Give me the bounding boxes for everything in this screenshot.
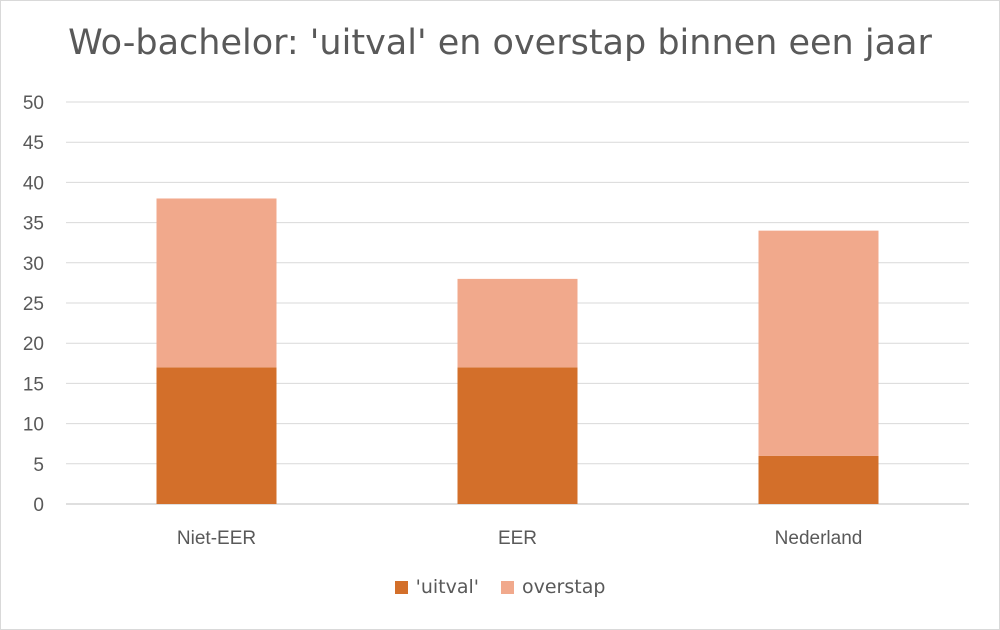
legend-swatch-uitval bbox=[394, 580, 408, 594]
legend-item-overstap: overstap bbox=[500, 576, 606, 598]
y-tick-label: 25 bbox=[23, 294, 44, 315]
y-tick-label: 45 bbox=[23, 133, 44, 154]
chart-title: Wo-bachelor: 'uitval' en overstap binnen… bbox=[68, 23, 932, 63]
y-tick-label: 0 bbox=[33, 495, 44, 516]
chart-legend: 'uitval' overstap bbox=[1, 576, 999, 598]
legend-item-uitval: 'uitval' bbox=[394, 576, 479, 598]
legend-label-overstap: overstap bbox=[521, 576, 606, 598]
bar-uitval bbox=[758, 455, 879, 504]
y-tick-label: 35 bbox=[23, 214, 44, 235]
y-tick-label: 15 bbox=[23, 374, 44, 395]
bar-overstap bbox=[758, 230, 879, 456]
legend-label-uitval: 'uitval' bbox=[415, 576, 479, 598]
y-tick-label: 40 bbox=[23, 173, 44, 194]
y-tick-label: 5 bbox=[33, 455, 44, 476]
y-tick-label: 20 bbox=[23, 334, 44, 355]
bar-overstap bbox=[457, 278, 578, 368]
bar-uitval bbox=[156, 367, 277, 504]
y-tick-label: 10 bbox=[23, 415, 44, 436]
bar-overstap bbox=[156, 198, 277, 368]
legend-swatch-overstap bbox=[500, 580, 514, 594]
y-tick-label: 30 bbox=[23, 254, 44, 275]
bar-uitval bbox=[457, 367, 578, 504]
y-tick-label: 50 bbox=[23, 93, 44, 114]
x-tick-label: Nederland bbox=[775, 528, 863, 549]
x-tick-label: Niet-EER bbox=[177, 528, 256, 549]
x-tick-label: EER bbox=[498, 528, 537, 549]
